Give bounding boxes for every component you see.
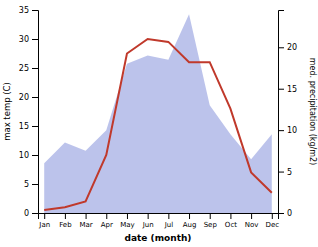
- line: [44, 39, 272, 210]
- tick-label: Aug: [183, 221, 197, 229]
- tick-label: 25: [19, 64, 29, 73]
- tick: 10: [278, 126, 297, 135]
- tick-mark: [251, 213, 252, 219]
- tick-mark: [32, 39, 38, 40]
- tick-label: Nov: [245, 221, 259, 229]
- tick-mark: [278, 213, 284, 214]
- x-axis: Jan Feb Mar Apr May Jun Jul Aug Sep Oct Nov Dec: [38, 213, 279, 229]
- tick-label: 35: [19, 6, 29, 15]
- area: [44, 14, 272, 213]
- tick-label: 5: [287, 168, 292, 177]
- tick-label: Dec: [266, 221, 280, 229]
- tick: 0: [278, 209, 292, 218]
- tick-mark: [32, 184, 38, 185]
- axis-line: [279, 11, 285, 214]
- tick-mark: [32, 68, 38, 69]
- tick-label: Jan: [38, 221, 50, 229]
- tick: 30: [19, 35, 38, 44]
- tick: 5: [24, 180, 38, 189]
- tick: 25: [19, 64, 38, 73]
- tick: 15: [278, 85, 297, 94]
- tick-label: 0: [24, 209, 29, 218]
- tick-mark: [148, 213, 149, 219]
- tick-mark: [32, 10, 38, 11]
- marks: [44, 14, 272, 213]
- x-axis-title: date (month): [125, 233, 192, 243]
- tick-label: Jun: [142, 221, 154, 229]
- tick-mark: [278, 89, 284, 90]
- tick-mark: [210, 213, 211, 219]
- tick: Feb: [59, 213, 72, 229]
- tick: Mar: [79, 213, 92, 229]
- tick: Oct: [225, 213, 237, 229]
- tick-label: Jul: [164, 221, 174, 229]
- axis-line: [39, 214, 279, 220]
- tick: 35: [19, 6, 38, 15]
- tick-label: 15: [287, 85, 297, 94]
- tick-label: 20: [19, 93, 29, 102]
- y2-axis: 0 5 10 15 20: [278, 11, 297, 219]
- tick-mark: [32, 155, 38, 156]
- tick: Sep: [204, 213, 218, 229]
- tick-mark: [32, 126, 38, 127]
- tick-mark: [44, 213, 45, 219]
- tick: 20: [19, 93, 38, 102]
- tick-label: 20: [287, 43, 297, 52]
- y-axis: 0 5 10 15 20 25 30 35: [19, 6, 39, 218]
- tick-mark: [86, 213, 87, 219]
- chart: Jan Feb Mar Apr May Jun Jul Aug Sep Oct Nov Dec 0 5 10…: [0, 0, 318, 247]
- tick-label: Oct: [225, 221, 237, 229]
- tick-mark: [65, 213, 66, 219]
- tick-label: May: [120, 221, 134, 229]
- tick-label: 30: [19, 35, 29, 44]
- y-axis-title: max temp (C): [2, 82, 12, 141]
- tick-mark: [168, 213, 169, 219]
- tick-label: 10: [287, 126, 297, 135]
- tick-label: 0: [287, 209, 292, 218]
- tick-label: 15: [19, 122, 29, 131]
- y2-axis-title: med. precipitation (kg/m2): [308, 58, 317, 165]
- tick: Nov: [245, 213, 259, 229]
- tick-label: 10: [19, 151, 29, 160]
- tick-label: Apr: [101, 221, 113, 229]
- tick: Jun: [142, 213, 154, 229]
- tick: 0: [24, 209, 38, 218]
- tick-label: Mar: [79, 221, 92, 229]
- axis-line: [32, 11, 39, 214]
- tick-label: Feb: [59, 221, 72, 229]
- tick-mark: [278, 47, 284, 48]
- tick-label: 5: [24, 180, 29, 189]
- tick: 10: [19, 151, 38, 160]
- tick-mark: [189, 213, 190, 219]
- tick-mark: [278, 130, 284, 131]
- tick: Aug: [183, 213, 197, 229]
- tick-mark: [230, 213, 231, 219]
- tick-mark: [278, 172, 284, 173]
- tick-mark: [32, 213, 38, 214]
- tick: 5: [278, 168, 292, 177]
- tick: Dec: [266, 213, 280, 229]
- tick: May: [120, 213, 134, 229]
- tick-mark: [32, 97, 38, 98]
- tick: Jan: [38, 213, 50, 229]
- plot-area: Jan Feb Mar Apr May Jun Jul Aug Sep Oct Nov Dec 0 5 10…: [19, 6, 297, 229]
- tick: Apr: [101, 213, 113, 229]
- tick: Jul: [164, 213, 174, 229]
- tick-mark: [127, 213, 128, 219]
- tick-mark: [106, 213, 107, 219]
- tick-label: Sep: [204, 221, 218, 229]
- tick: 15: [19, 122, 38, 131]
- tick-mark: [272, 213, 273, 219]
- tick: 20: [278, 43, 297, 52]
